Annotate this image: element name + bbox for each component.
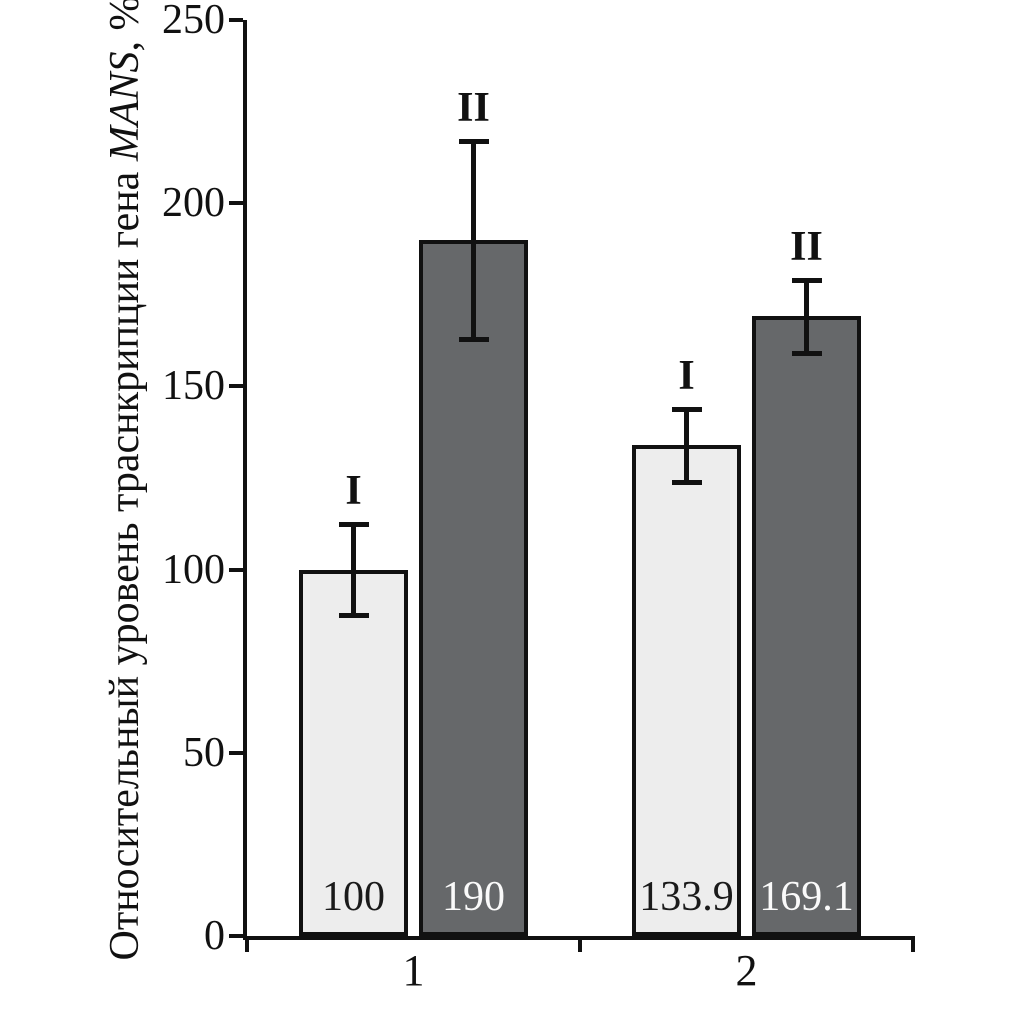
error-bar-stem: [804, 279, 809, 354]
x-axis-tick: [911, 936, 915, 952]
error-bar-stem: [684, 408, 689, 483]
bar-value-label: 133.9: [639, 873, 734, 920]
y-axis-title: Относительный уровень траснкрипции гена …: [99, 0, 151, 978]
y-axis-tick: [229, 201, 243, 206]
error-bar-top-cap: [338, 521, 369, 527]
series-annotation-II: II: [457, 84, 490, 131]
y-axis-tick-label: 250: [162, 0, 225, 43]
error-bar-bottom-cap: [791, 351, 822, 357]
error-bar-top-cap: [671, 406, 702, 412]
y-axis-tick: [229, 384, 243, 389]
series-annotation-I: I: [345, 467, 362, 514]
y-axis-tick: [229, 18, 243, 22]
y-axis-tick: [229, 934, 243, 938]
y-axis-tick-label: 0: [204, 913, 225, 959]
y-axis-tick-label: 100: [162, 546, 225, 593]
bar-series-I-category-1: 100: [299, 569, 408, 936]
error-bar-bottom-cap: [338, 613, 369, 619]
error-bar-bottom-cap: [458, 336, 489, 342]
error-bar-top-cap: [458, 138, 489, 144]
bar-series-II-category-1: 190: [419, 239, 528, 936]
y-axis-tick-label: 150: [162, 363, 225, 410]
y-axis-title-gene-name: MANS: [102, 51, 148, 162]
y-axis-tick: [229, 567, 243, 572]
bar-value-label: 169.1: [759, 873, 854, 920]
bar-value-label: 190: [442, 873, 505, 920]
bar-value-label: 100: [322, 873, 385, 920]
y-axis-tick-label: 200: [162, 180, 225, 227]
error-bar-top-cap: [791, 277, 822, 283]
x-axis-tick: [245, 936, 249, 952]
x-category-label: 2: [735, 946, 758, 995]
error-bar-bottom-cap: [671, 480, 702, 486]
bar-series-II-category-2: 169.1: [752, 316, 861, 936]
y-axis-tick: [229, 750, 243, 755]
x-category-label: 1: [402, 946, 425, 995]
y-axis-tick-label: 50: [183, 729, 225, 776]
bar-series-I-category-2: 133.9: [632, 445, 741, 936]
series-annotation-II: II: [790, 223, 823, 270]
error-bar-stem: [351, 523, 356, 616]
error-bar-stem: [471, 140, 476, 339]
x-axis-tick: [578, 936, 582, 952]
series-annotation-I: I: [678, 352, 695, 399]
